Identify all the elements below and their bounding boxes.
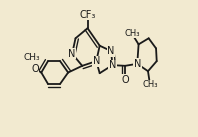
Text: O: O	[121, 75, 129, 85]
Text: N: N	[134, 59, 141, 69]
Text: N: N	[109, 60, 116, 70]
Text: CH₃: CH₃	[142, 80, 158, 89]
Text: CF₃: CF₃	[79, 10, 96, 20]
Text: CH₃: CH₃	[124, 29, 140, 38]
Text: N: N	[69, 49, 76, 59]
Text: O: O	[31, 64, 39, 73]
Text: N: N	[107, 46, 115, 56]
Text: N: N	[93, 56, 100, 66]
Text: CH₃: CH₃	[24, 53, 40, 62]
